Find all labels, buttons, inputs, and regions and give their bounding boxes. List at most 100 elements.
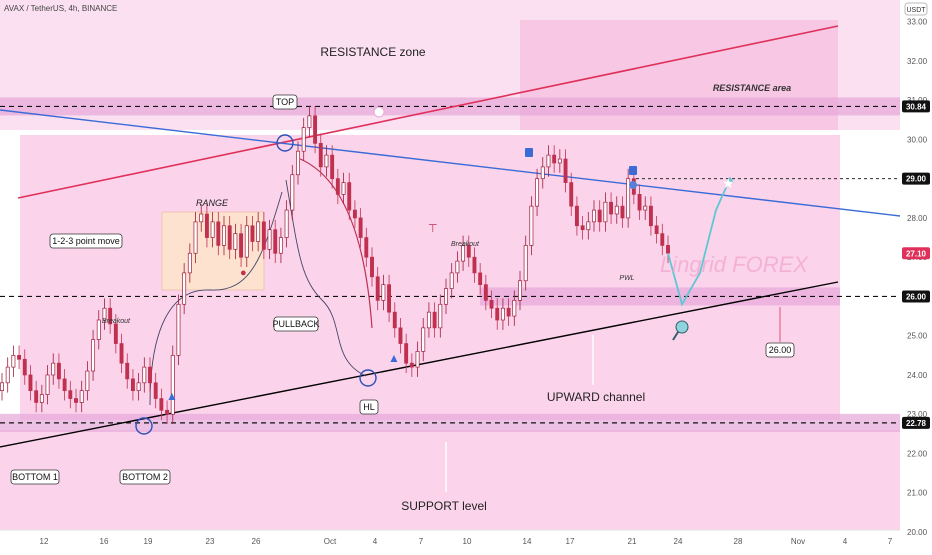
target-magnifier-icon (675, 320, 689, 334)
candle-body (45, 374, 50, 395)
x-tick-label: 26 (252, 537, 261, 546)
candle-body (296, 150, 300, 176)
candle-body (273, 229, 278, 254)
candle-body (512, 300, 517, 317)
x-tick-label: 4 (843, 537, 848, 546)
candle-body (11, 354, 16, 368)
candle-body (91, 339, 96, 372)
candle-body (142, 366, 147, 384)
candle-body (313, 115, 318, 144)
candle-body (387, 284, 392, 313)
candle-body (119, 343, 124, 364)
alert-icon (373, 106, 385, 118)
candle-body (370, 256, 374, 278)
candle-body (592, 209, 596, 223)
candle-body (569, 182, 574, 207)
candle-body (654, 225, 659, 234)
x-tick-label: 19 (144, 537, 153, 546)
candle-body (56, 362, 61, 380)
annotation-box (272, 94, 298, 110)
candle-body (643, 205, 648, 211)
candle-body (392, 311, 397, 329)
snail-icon: ● (240, 267, 247, 279)
annotation-label: BOTTOM 2 (122, 472, 168, 482)
candle-body (472, 256, 477, 274)
annotation-box (10, 469, 60, 485)
annotation-text: RANGE (196, 198, 229, 208)
projection-path (667, 176, 734, 307)
candle-body (0, 382, 4, 392)
candle-body (489, 300, 494, 309)
candle-body (148, 366, 152, 384)
x-tick-label: Oct (324, 537, 337, 546)
y-axis: 20.0021.0022.0023.0024.0025.0026.0027.00… (902, 18, 930, 537)
candle-body (563, 158, 568, 183)
candle-body (461, 245, 466, 262)
y-tick-label: 32.00 (907, 57, 928, 66)
candle-body (523, 245, 528, 282)
candle-body (34, 390, 39, 403)
x-tick-label: 16 (100, 537, 109, 546)
candle-body (256, 221, 261, 242)
candle-body (62, 378, 67, 392)
rocket-icon-1: ▲ (166, 389, 178, 403)
annotation-label: 1-2-3 point move (52, 236, 120, 246)
pullback-arrow (297, 157, 373, 329)
candle-body (165, 409, 170, 415)
hammer-icon: ⊤ (428, 223, 438, 235)
candle-body (535, 178, 540, 207)
candle-body (318, 142, 323, 168)
top-marker-circle (276, 134, 294, 152)
x-tick-label: 7 (419, 537, 424, 546)
higher-low-curve (285, 179, 367, 377)
candle-body (85, 370, 90, 392)
candle-body (580, 225, 585, 231)
candle-body (227, 225, 232, 250)
candle-body (170, 354, 175, 415)
candle-body (404, 343, 409, 364)
candle-body (136, 382, 141, 392)
candle-body (495, 307, 500, 321)
y-tick-label: 25.00 (907, 332, 928, 341)
annotation-labels: RESISTANCE zone RESISTANCE area TOP RANGE 1-… (10, 45, 795, 513)
pwl-touch-dot (629, 181, 637, 189)
target-label: 26.00 (769, 345, 792, 355)
rocket-icon-2: ▲ (388, 351, 400, 365)
candle-body (660, 233, 665, 246)
x-axis: 12 16 19 23 26 Oct 4 7 10 14 17 21 24 28 Nov 4 7 (40, 537, 893, 546)
candle-body (108, 307, 113, 325)
candle-body (301, 127, 306, 152)
candle-body (341, 182, 346, 195)
y-tick-label: 23.00 (907, 410, 928, 419)
annotation-text: Breakout (102, 318, 131, 325)
annotation-label: PULLBACK (272, 319, 319, 329)
y-tick-label: 20.00 (907, 528, 928, 537)
hl-marker-circle (359, 369, 377, 387)
candle-body (176, 303, 181, 356)
currency-badge-label: USDT (906, 7, 926, 14)
price-tag-box (902, 416, 930, 429)
price-tag-box (902, 100, 930, 113)
candle-body (330, 154, 335, 180)
x-tick-label: 4 (373, 537, 378, 546)
candle-body (438, 303, 443, 329)
candle-body (324, 154, 329, 168)
watermark-text: Lingrid FOREX (660, 252, 809, 277)
price-tag-label: 27.10 (906, 249, 927, 258)
candle-body (648, 205, 653, 227)
x-tick-label: 21 (628, 537, 637, 546)
candle-body (290, 174, 295, 211)
candle-body (222, 225, 226, 246)
candle-body (626, 178, 631, 219)
candle-body (518, 280, 522, 301)
candle-body (125, 362, 130, 380)
y-axis-panel (900, 0, 932, 550)
currency-badge[interactable] (904, 2, 928, 16)
annotation-text: SUPPORT level (401, 499, 487, 513)
candle-body (130, 378, 135, 392)
candle-body (244, 225, 249, 258)
annotation-text: PWL (619, 275, 634, 282)
price-tag-label: 30.84 (906, 102, 927, 111)
flag-icon-2 (629, 166, 637, 175)
candle-body (358, 217, 363, 238)
